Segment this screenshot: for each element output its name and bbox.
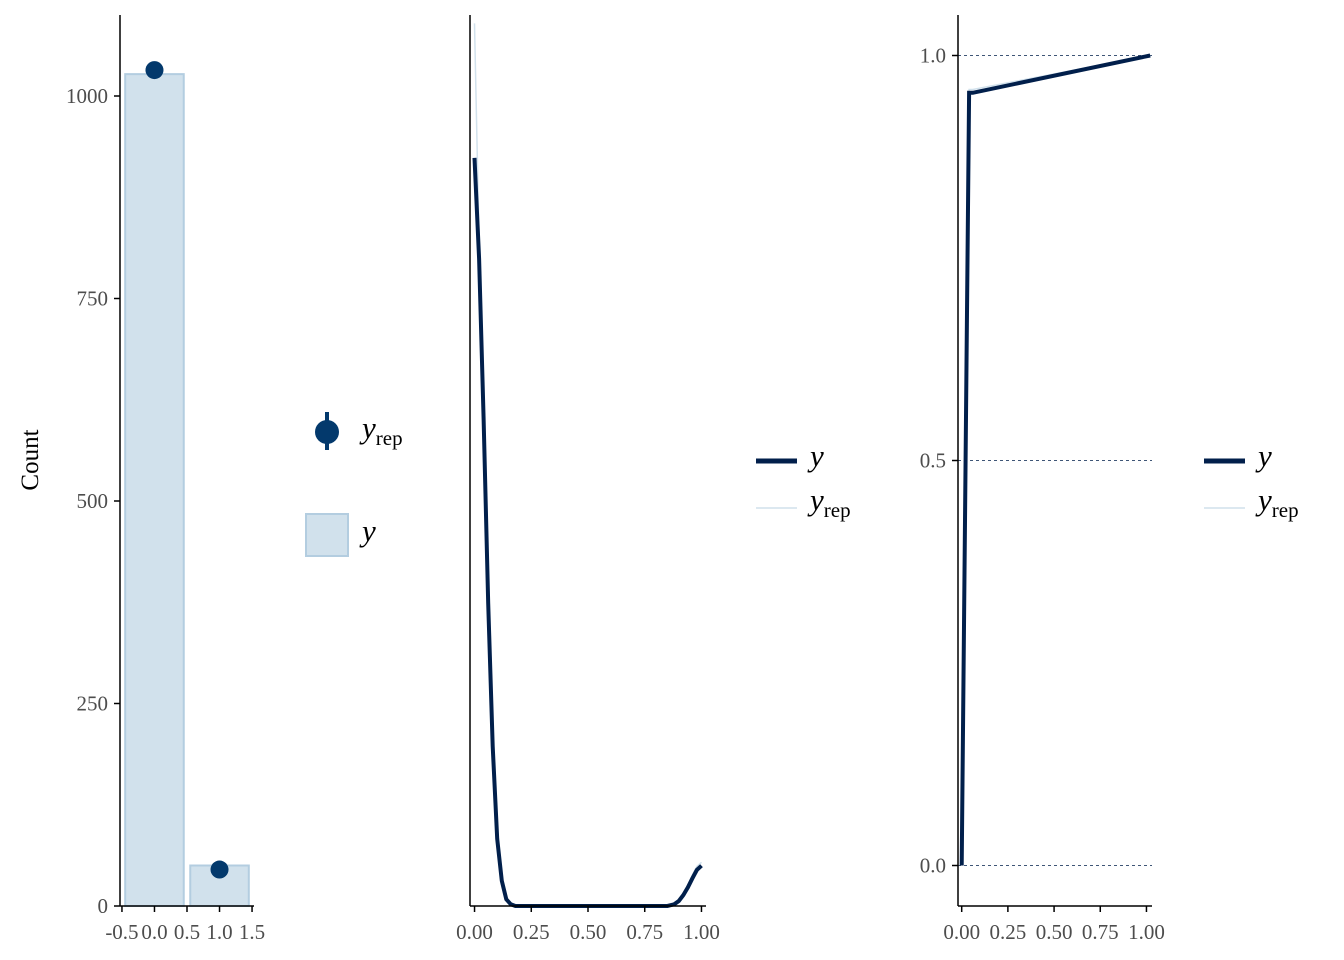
- bars-panel: -0.5 0.0 0.5 1.0 1.5 0 250 500 750 1000: [66, 15, 265, 944]
- ecdf-legend: y yrep: [1204, 438, 1299, 522]
- x-tick-label: 0.0: [141, 920, 167, 944]
- obs-density-line: [472, 157, 703, 908]
- legend-rep-label: yrep: [807, 482, 851, 522]
- legend-obs-label: y: [359, 513, 376, 548]
- y-tick-label: 500: [77, 489, 109, 513]
- density-panel: 0.00 0.25 0.50 0.75 1.00: [456, 15, 720, 944]
- x-tick-label: 0.00: [943, 920, 980, 944]
- x-tick-label: 1.00: [1128, 920, 1165, 944]
- y-tick-label: 1.0: [920, 44, 946, 68]
- y-tick-label: 750: [77, 287, 109, 311]
- rep-point: [145, 61, 164, 80]
- x-tick-label: -0.5: [105, 920, 138, 944]
- obs-ecdf-line: [959, 53, 1151, 866]
- y-axis-title: Count: [17, 429, 44, 490]
- x-tick-label: 0.00: [456, 920, 493, 944]
- legend-obs-label: y: [807, 438, 824, 473]
- legend-obs-swatch: [305, 513, 349, 557]
- x-tick-label: 0.50: [1036, 920, 1073, 944]
- bars-legend: yrep y: [305, 410, 403, 557]
- legend-rep-point: [315, 420, 339, 444]
- legend-rep-label: yrep: [1255, 482, 1299, 522]
- y-tick-label: 0: [98, 894, 109, 918]
- density-legend: y yrep: [756, 438, 851, 522]
- y-tick-label: 0.0: [920, 854, 946, 878]
- x-tick-label: 1.5: [239, 920, 265, 944]
- legend-rep-label: yrep: [359, 410, 403, 450]
- x-tick-label: 1.0: [206, 920, 232, 944]
- x-tick-label: 0.50: [570, 920, 607, 944]
- y-tick-label: 250: [77, 692, 109, 716]
- x-tick-label: 0.25: [990, 920, 1027, 944]
- rep-point: [210, 860, 229, 879]
- bar: [124, 73, 185, 907]
- x-tick-label: 0.75: [626, 920, 663, 944]
- x-tick-label: 0.75: [1082, 920, 1119, 944]
- y-tick-label: 0.5: [920, 449, 946, 473]
- legend-obs-label: y: [1255, 438, 1272, 473]
- x-tick-label: 0.5: [174, 920, 200, 944]
- rep-density-line: [473, 23, 703, 907]
- ecdf-panel: 0.00 0.25 0.50 0.75 1.00 0.0 0.5 1.0: [920, 15, 1165, 944]
- y-tick-label: 1000: [66, 84, 108, 108]
- x-tick-label: 1.00: [683, 920, 720, 944]
- x-tick-label: 0.25: [513, 920, 550, 944]
